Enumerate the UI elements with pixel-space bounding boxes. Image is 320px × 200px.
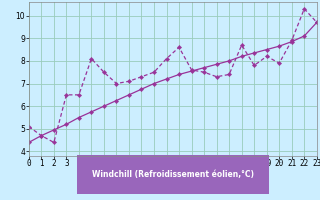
X-axis label: Windchill (Refroidissement éolien,°C): Windchill (Refroidissement éolien,°C) xyxy=(92,170,254,179)
